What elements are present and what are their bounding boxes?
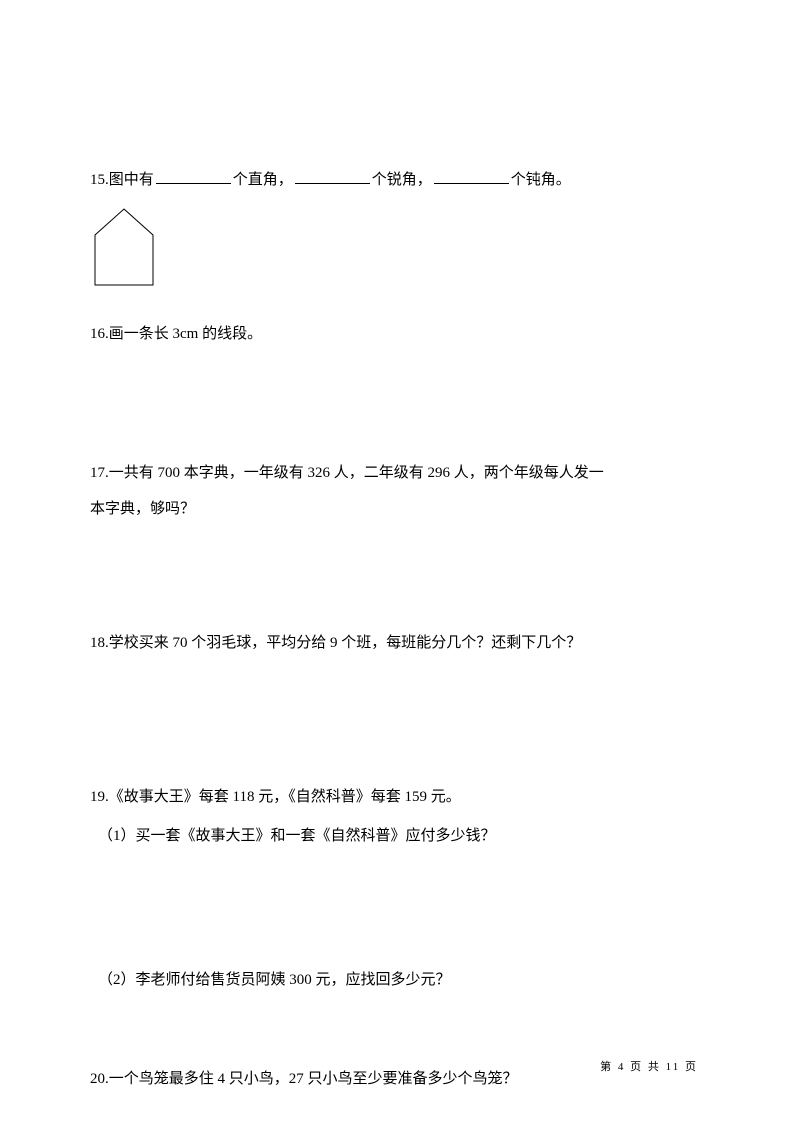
q18-number: 18. xyxy=(90,635,109,651)
page-content: 15.图中有个直角，个锐角，个钝角。 16.画一条长 3cm 的线段。 17.一… xyxy=(0,0,793,1091)
q17-line1-text: 一共有 700 本字典，一年级有 326 人，二年级有 296 人，两个年级每人… xyxy=(109,465,604,481)
q15-part4: 个钝角。 xyxy=(511,172,571,188)
q20-number: 20. xyxy=(90,1071,109,1087)
q16-text: 画一条长 3cm 的线段。 xyxy=(109,326,262,342)
blank-field[interactable] xyxy=(295,168,370,184)
q17-line2-text: 本字典，够吗？ xyxy=(90,501,195,517)
pentagon-figure xyxy=(93,207,703,292)
footer-suffix: 页 xyxy=(680,1061,698,1073)
question-19-sub2: （2）李老师付给售货员阿姨 300 元，应找回多少元？ xyxy=(98,968,703,992)
q19-sub1-text: （1）买一套《故事大王》和一套《自然科普》应付多少钱？ xyxy=(98,828,496,844)
q15-part3: 个锐角， xyxy=(372,172,432,188)
q19-text: 《故事大王》每套 118 元，《自然科普》每套 159 元。 xyxy=(109,789,461,805)
question-17-line1: 17.一共有 700 本字典，一年级有 326 人，二年级有 296 人，两个年… xyxy=(90,461,703,485)
q20-text: 一个鸟笼最多住 4 只小鸟，27 只小鸟至少要准备多少个鸟笼？ xyxy=(109,1071,518,1087)
q15-part1: 图中有 xyxy=(109,172,154,188)
blank-field[interactable] xyxy=(156,168,231,184)
q15-part2: 个直角， xyxy=(233,172,293,188)
question-17-line2: 本字典，够吗？ xyxy=(90,497,703,521)
q15-number: 15. xyxy=(90,172,109,188)
question-19: 19.《故事大王》每套 118 元，《自然科普》每套 159 元。 xyxy=(90,785,703,809)
q16-number: 16. xyxy=(90,326,109,342)
page-footer: 第 4 页 共 11 页 xyxy=(600,1058,698,1074)
question-18: 18.学校买来 70 个羽毛球，平均分给 9 个班，每班能分几个？还剩下几个？ xyxy=(90,631,703,655)
blank-field[interactable] xyxy=(434,168,509,184)
q18-text: 学校买来 70 个羽毛球，平均分给 9 个班，每班能分几个？还剩下几个？ xyxy=(109,635,582,651)
q17-number: 17. xyxy=(90,465,109,481)
q19-sub2-text: （2）李老师付给售货员阿姨 300 元，应找回多少元？ xyxy=(98,972,451,988)
question-19-sub1: （1）买一套《故事大王》和一套《自然科普》应付多少钱？ xyxy=(98,824,703,848)
question-16: 16.画一条长 3cm 的线段。 xyxy=(90,322,703,346)
footer-middle: 页 共 xyxy=(625,1061,665,1073)
footer-prefix: 第 xyxy=(600,1061,618,1073)
q19-number: 19. xyxy=(90,789,109,805)
question-15: 15.图中有 个直角， 个锐角， 个钝角。 xyxy=(90,168,703,192)
footer-total-pages: 11 xyxy=(666,1061,681,1073)
pentagon-icon xyxy=(93,207,156,287)
